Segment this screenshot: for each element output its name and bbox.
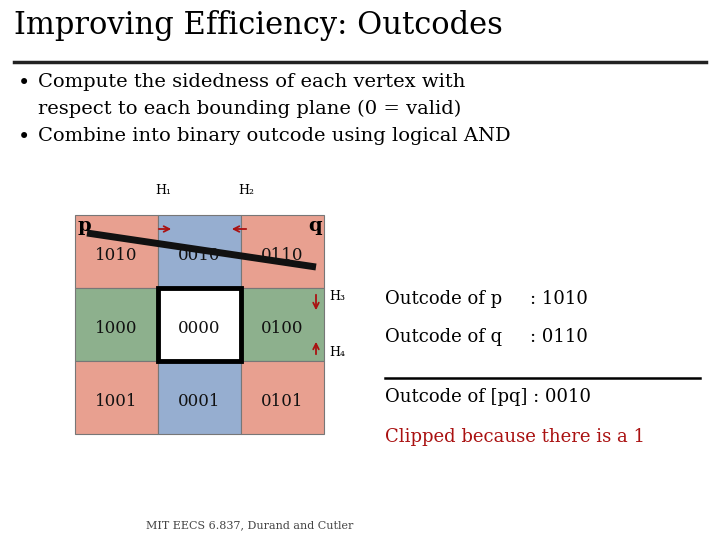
Bar — [75, 215, 158, 288]
Text: 0000: 0000 — [179, 320, 221, 337]
Text: : 0110: : 0110 — [530, 328, 588, 346]
Text: Improving Efficiency: Outcodes: Improving Efficiency: Outcodes — [14, 10, 503, 41]
Bar — [158, 361, 241, 434]
Text: 0010: 0010 — [179, 247, 221, 264]
Bar — [158, 215, 241, 288]
Bar — [241, 361, 324, 434]
Text: Outcode of [pq] : 0010: Outcode of [pq] : 0010 — [385, 388, 591, 406]
Text: •: • — [18, 74, 30, 93]
Bar — [158, 288, 241, 361]
Text: 0101: 0101 — [261, 393, 304, 410]
Text: 1001: 1001 — [95, 393, 138, 410]
Bar — [241, 288, 324, 361]
Text: 1010: 1010 — [95, 247, 138, 264]
Bar — [75, 288, 158, 361]
Text: p: p — [77, 217, 91, 235]
Text: 0001: 0001 — [179, 393, 221, 410]
Bar — [158, 288, 241, 361]
Text: : 1010: : 1010 — [530, 290, 588, 308]
Text: q: q — [308, 217, 322, 235]
Text: MIT EECS 6.837, Durand and Cutler: MIT EECS 6.837, Durand and Cutler — [146, 520, 354, 530]
Text: Outcode of p: Outcode of p — [385, 290, 502, 308]
Text: respect to each bounding plane (0 = valid): respect to each bounding plane (0 = vali… — [38, 100, 462, 118]
Text: Clipped because there is a 1: Clipped because there is a 1 — [385, 428, 645, 446]
Text: Outcode of q: Outcode of q — [385, 328, 502, 346]
Text: H₃: H₃ — [329, 290, 345, 303]
Text: 0000: 0000 — [179, 320, 221, 337]
Text: Combine into binary outcode using logical AND: Combine into binary outcode using logica… — [38, 127, 510, 145]
Bar — [241, 215, 324, 288]
Text: •: • — [18, 128, 30, 147]
Text: Compute the sidedness of each vertex with: Compute the sidedness of each vertex wit… — [38, 73, 465, 91]
Text: H₄: H₄ — [329, 346, 345, 359]
Bar — [75, 361, 158, 434]
Text: H₁: H₁ — [155, 184, 171, 197]
Text: 1000: 1000 — [95, 320, 138, 337]
Text: 0100: 0100 — [261, 320, 304, 337]
Text: H₂: H₂ — [238, 184, 254, 197]
Text: 0110: 0110 — [261, 247, 304, 264]
